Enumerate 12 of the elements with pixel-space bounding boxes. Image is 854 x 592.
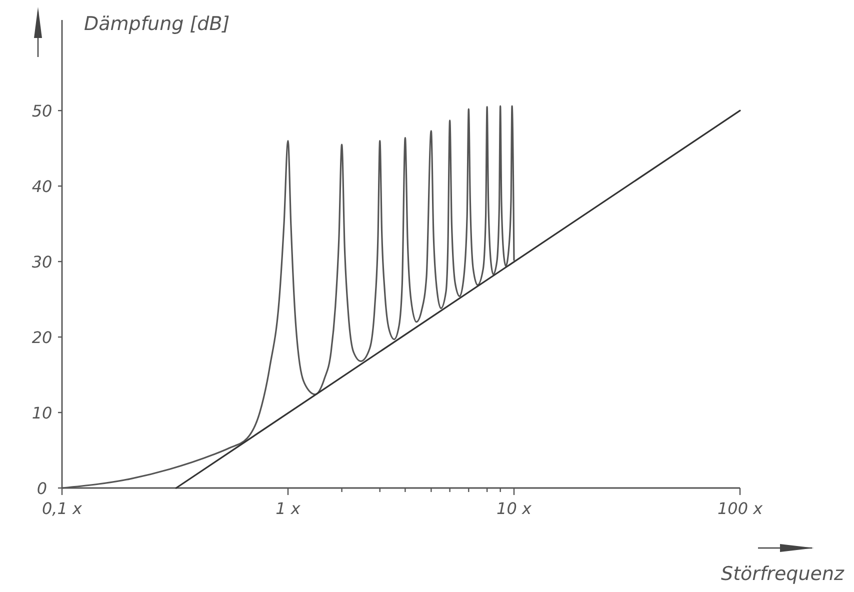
x-tick-label: 10 x xyxy=(496,499,532,518)
y-axis-title: Dämpfung [dB] xyxy=(84,13,230,35)
y-tick-label: 40 xyxy=(32,177,52,196)
x-tick-label: 100 x xyxy=(717,499,764,518)
x-tick-label: 1 x xyxy=(276,499,301,518)
y-tick-label: 0 xyxy=(36,479,48,498)
y-tick-label: 20 xyxy=(32,328,52,348)
y-tick-label: 30 xyxy=(32,252,52,272)
x-axis-title: Störfrequenz xyxy=(721,563,846,585)
y-tick-label: 10 xyxy=(32,404,52,423)
x-tick-label: 0,1 x xyxy=(42,499,83,518)
y-tick-label: 50 xyxy=(32,102,52,121)
